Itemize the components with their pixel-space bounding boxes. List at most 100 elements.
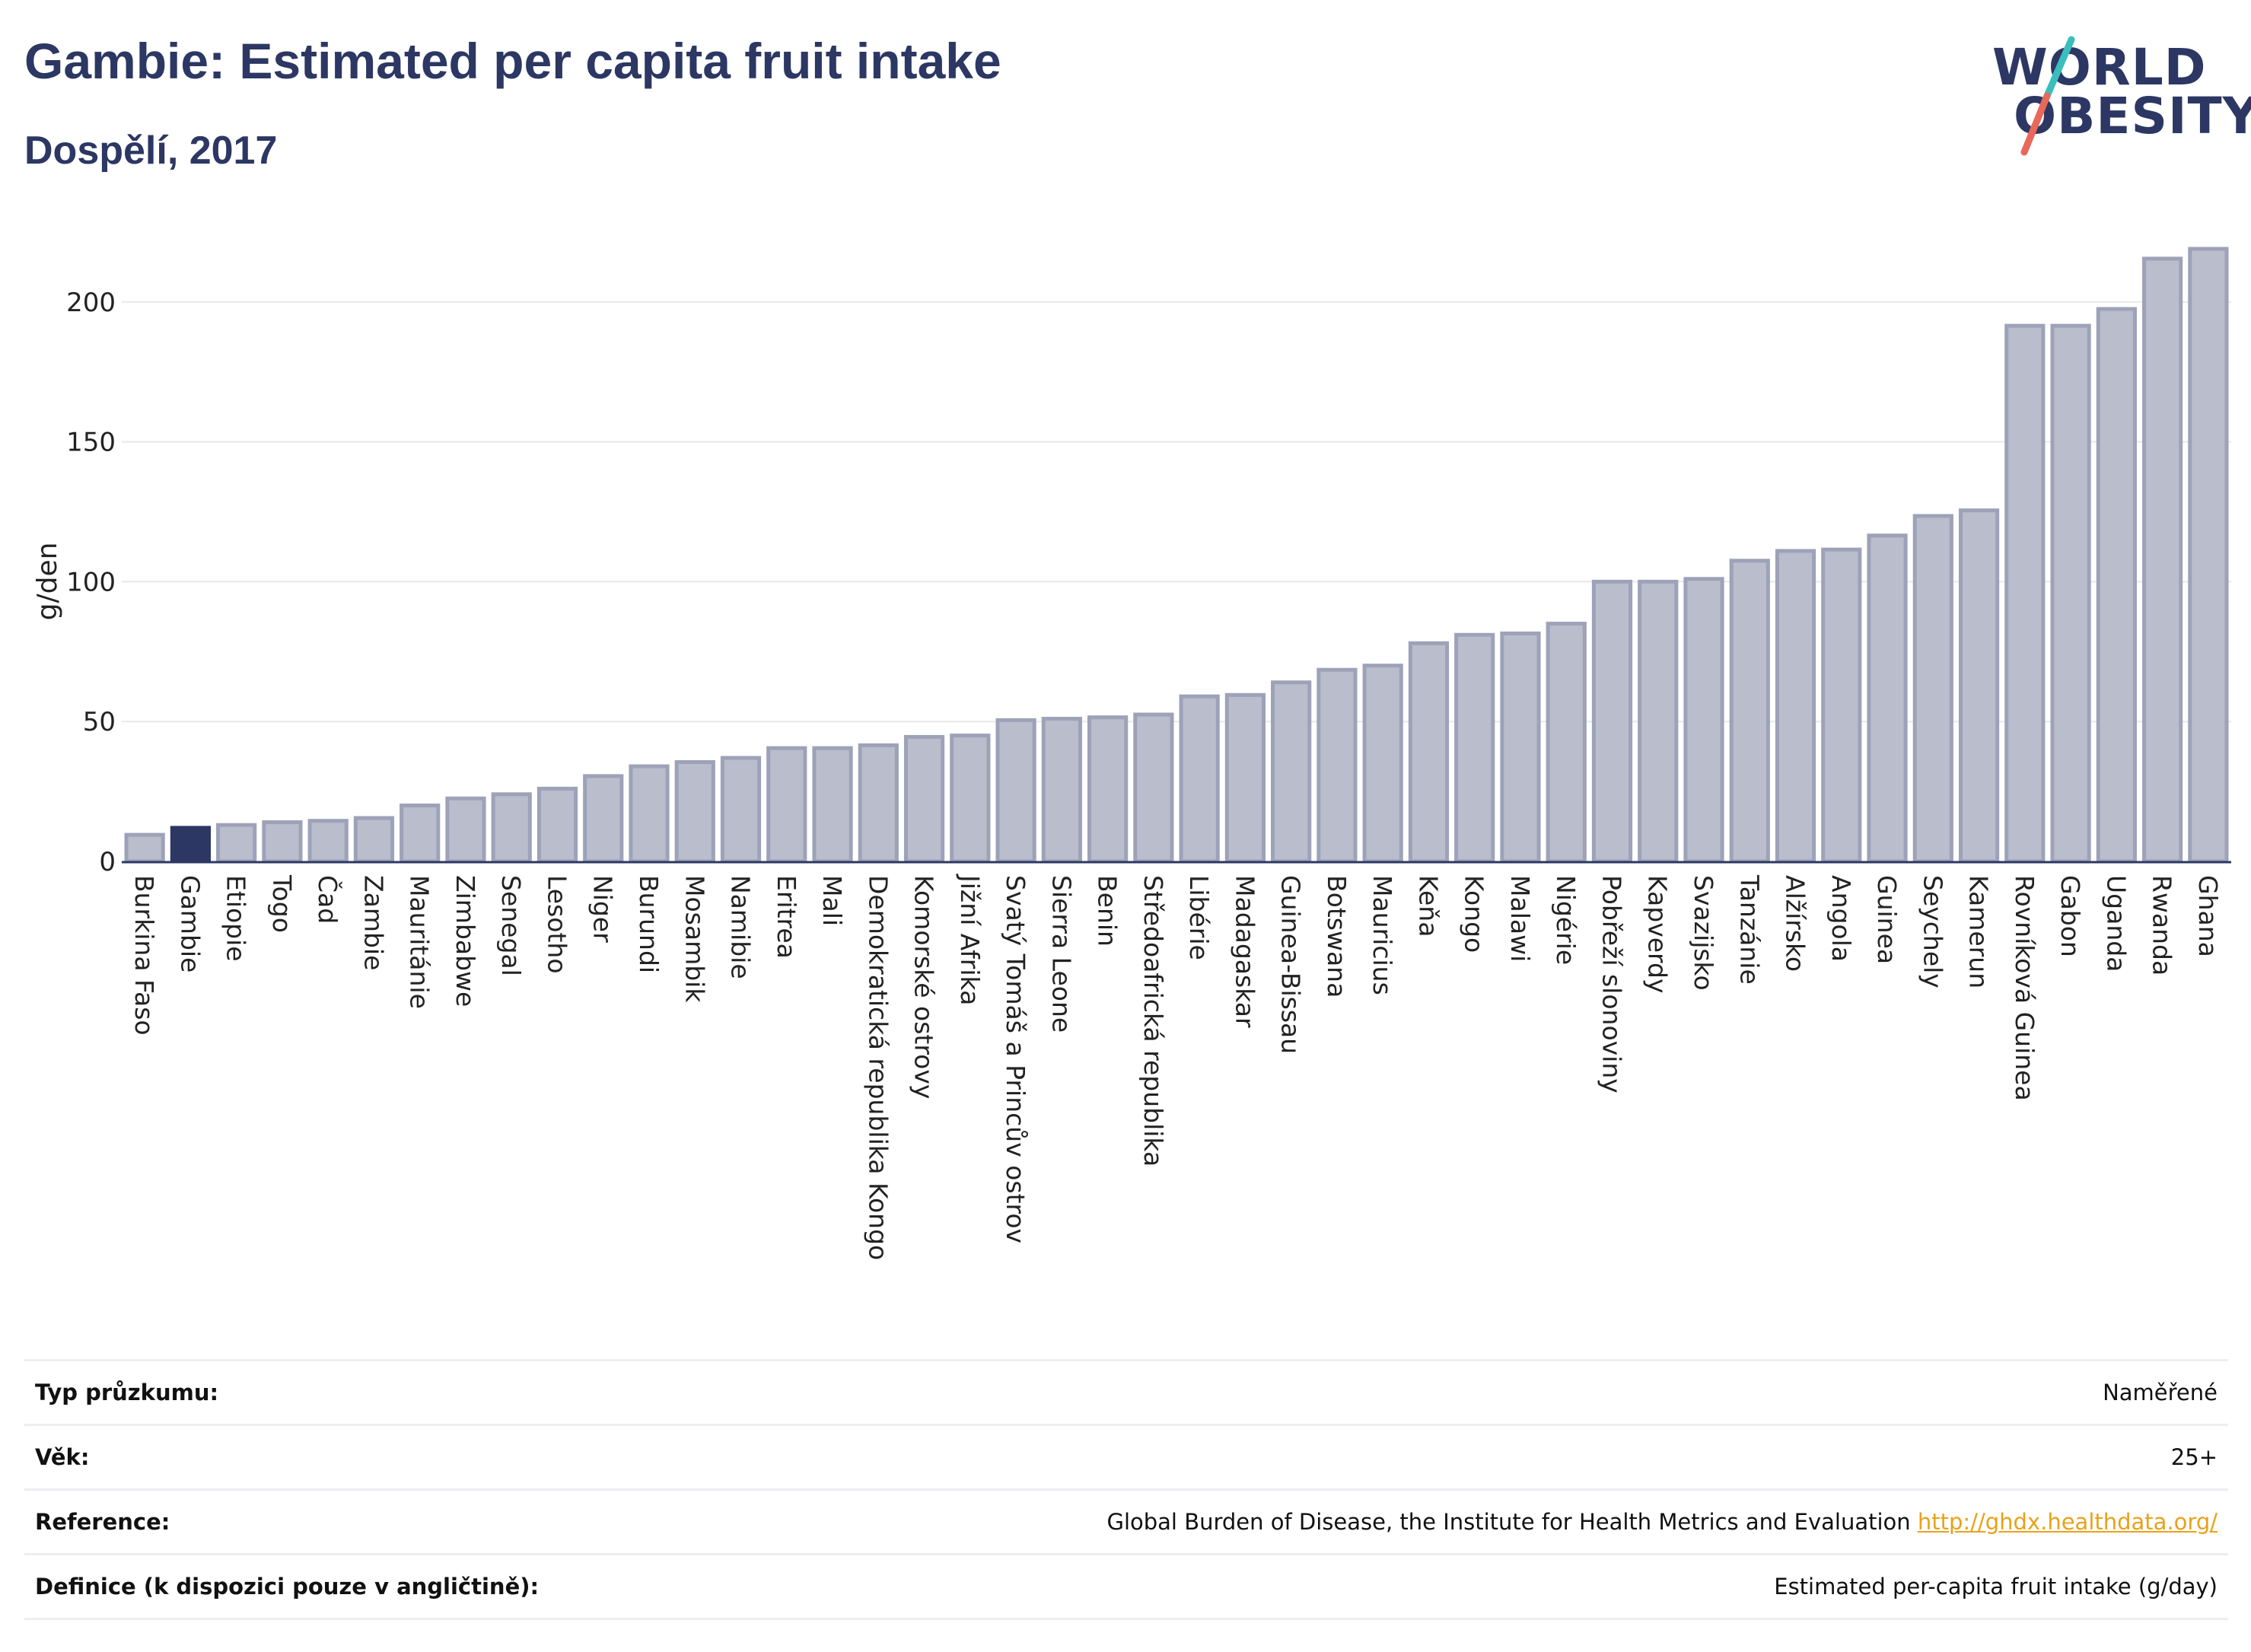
y-tick-label: 100 <box>66 567 116 597</box>
bar <box>1729 559 1770 864</box>
bar <box>583 774 624 864</box>
logo-line-2: OBESITY <box>2014 87 2251 145</box>
x-tick-label: Zambie <box>358 875 388 970</box>
info-value: Global Burden of Disease, the Institute … <box>1106 1509 2218 1535</box>
bar <box>2096 307 2137 864</box>
bar <box>1546 622 1587 864</box>
x-tick-label: Malawi <box>1505 875 1535 962</box>
bar <box>812 746 853 864</box>
info-value: 25+ <box>2170 1444 2218 1470</box>
bar <box>1087 715 1129 864</box>
bar <box>1271 680 1312 864</box>
bar <box>1821 547 1862 864</box>
bar <box>720 756 762 864</box>
bar <box>445 796 486 864</box>
x-tick-label: Libérie <box>1184 875 1214 960</box>
x-tick-label: Kapverdy <box>1643 875 1673 994</box>
x-tick-label: Zimbabwe <box>451 875 480 1007</box>
y-axis-label: g/den <box>32 543 63 621</box>
x-tick-label: Tanzánie <box>1734 874 1764 985</box>
bar <box>1179 694 1220 864</box>
bar <box>995 718 1036 864</box>
bar <box>307 819 349 864</box>
x-tick-label: Čad <box>313 875 343 924</box>
x-tick-label: Namibie <box>726 875 756 979</box>
info-row-survey-type: Typ průzkumu: Naměřené <box>24 1359 2228 1424</box>
info-row-reference: Reference: Global Burden of Disease, the… <box>24 1488 2228 1553</box>
y-tick-label: 150 <box>66 428 116 458</box>
x-tick-label: Rwanda <box>2148 875 2177 976</box>
x-tick-label: Keňa <box>1413 875 1443 937</box>
bar <box>216 823 257 864</box>
x-tick-label: Mauritánie <box>405 875 435 1009</box>
bar <box>170 826 211 864</box>
bar <box>1362 664 1403 864</box>
bar <box>674 760 715 864</box>
x-tick-label: Niger <box>588 875 618 943</box>
x-tick-label: Botswana <box>1322 875 1352 998</box>
x-tick-label: Mosambik <box>680 875 709 1003</box>
bar <box>1638 579 1679 864</box>
bar <box>353 816 395 864</box>
logo-slash-icon <box>2020 36 2075 156</box>
x-tick-label: Rovníková Guinea <box>2010 875 2039 1101</box>
bar <box>536 786 578 864</box>
bar <box>1408 641 1450 864</box>
x-tick-label: Seychely <box>1918 875 1947 988</box>
x-tick-label: Komorské ostrovy <box>909 875 939 1099</box>
x-tick-label: Lesotho <box>542 875 572 974</box>
logo-line-1: WORLD <box>1992 38 2207 97</box>
bar <box>1317 667 1358 864</box>
x-tick-label: Guinea <box>1872 875 1902 964</box>
x-tick-label: Svatý Tomáš a Princův ostrov <box>1001 875 1030 1243</box>
y-tick-label: 0 <box>99 847 116 877</box>
bar <box>2142 256 2183 864</box>
bar <box>950 734 991 864</box>
x-tick-label: Mauricius <box>1367 875 1397 995</box>
x-tick-label: Jižní Afrika <box>955 874 985 1005</box>
info-table: Typ průzkumu: Naměřené Věk: 25+ Referenc… <box>24 1359 2228 1620</box>
bar <box>629 764 670 864</box>
x-tick-label: Senegal <box>496 875 526 976</box>
y-tick-label: 50 <box>83 707 116 737</box>
x-tick-label: Pobřeží slonoviny <box>1597 875 1626 1093</box>
bar <box>400 803 441 864</box>
x-tick-label: Nigérie <box>1551 875 1581 965</box>
x-tick-label: Středoafrická republika <box>1138 875 1168 1167</box>
reference-text: Global Burden of Disease, the Institute … <box>1106 1509 1911 1535</box>
bar <box>1912 514 1953 864</box>
x-tick-label: Svazijsko <box>1689 875 1718 991</box>
bars <box>124 247 2229 864</box>
x-tick-label: Guinea-Bissau <box>1276 875 1306 1054</box>
x-tick-label: Kongo <box>1460 875 1489 953</box>
x-tick-label: Togo <box>267 874 297 933</box>
bar <box>2188 247 2229 864</box>
bar <box>1133 712 1174 864</box>
bar <box>1958 508 2000 864</box>
bar <box>124 832 165 864</box>
x-tick-label: Ghana <box>2193 875 2223 957</box>
info-label: Definice (k dispozici pouze v angličtině… <box>35 1574 540 1599</box>
x-tick-label: Alžírsko <box>1781 875 1810 972</box>
info-label: Typ průzkumu: <box>35 1380 219 1405</box>
x-tick-label: Kamerun <box>1964 875 1994 988</box>
x-tick-label: Eritrea <box>772 875 801 959</box>
info-value: Estimated per-capita fruit intake (g/day… <box>1774 1574 2218 1599</box>
bar <box>1454 632 1495 864</box>
bar <box>1867 533 1908 864</box>
x-tick-label: Etiopie <box>221 875 251 962</box>
bar <box>1775 549 1816 864</box>
bar <box>1224 692 1266 864</box>
bar <box>1683 577 1724 864</box>
reference-link[interactable]: http://ghdx.healthdata.org/ <box>1917 1509 2218 1535</box>
x-tick-label: Madagaskar <box>1230 875 1259 1028</box>
x-tick-label: Burundi <box>634 875 664 973</box>
x-tick-label: Mali <box>817 875 847 926</box>
info-label: Věk: <box>35 1444 90 1470</box>
bar <box>262 820 303 864</box>
y-tick-labels: 0 50 100 150 200 <box>66 288 116 877</box>
bar-chart: 0 50 100 150 200 Burkina Faso Gambie Etiopie To… <box>32 247 2231 1260</box>
info-label: Reference: <box>35 1509 170 1535</box>
y-tick-label: 200 <box>66 288 116 318</box>
bar <box>1591 579 1633 864</box>
